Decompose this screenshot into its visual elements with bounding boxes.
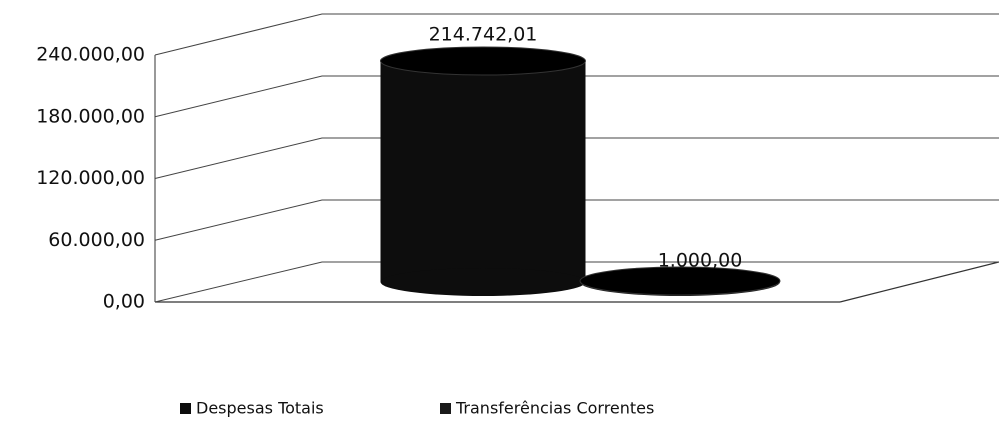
- grid-line: [154, 261, 999, 303]
- grid-line: [154, 199, 999, 241]
- y-tick-label: 180.000,00: [36, 105, 145, 127]
- cylinder-base: [380, 268, 586, 296]
- y-tick-label: 120.000,00: [36, 167, 145, 189]
- y-tick-label: 60.000,00: [48, 229, 145, 251]
- cylinder-top: [380, 46, 586, 76]
- floor-right: [839, 261, 999, 303]
- cylinder-body: [380, 60, 586, 282]
- legend-label: Despesas Totais: [196, 399, 324, 418]
- legend-swatch: [180, 403, 191, 414]
- legend-swatch: [440, 403, 451, 414]
- grid-line: [154, 13, 999, 56]
- grid-line: [154, 137, 999, 179]
- y-tick-label: 240.000,00: [36, 44, 145, 66]
- grid-line: [154, 75, 999, 118]
- legend-label: Transferências Correntes: [455, 399, 654, 418]
- data-label: 1.000,00: [658, 249, 743, 271]
- y-tick-label: 0,00: [103, 291, 145, 313]
- cylinder-top: [579, 266, 781, 296]
- data-label: 214.742,01: [429, 23, 538, 45]
